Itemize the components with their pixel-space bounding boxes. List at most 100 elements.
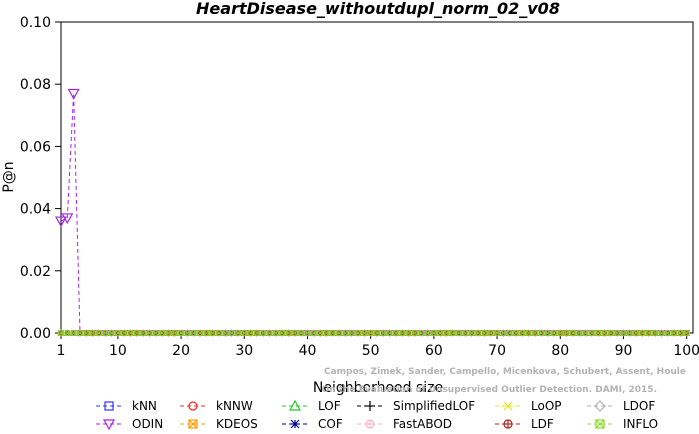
x-tick-label: 90 [615,343,633,359]
data-point [620,330,627,336]
data-point [633,330,639,336]
y-tick-label: 0.04 [20,202,51,218]
data-point [348,330,355,336]
x-tick-label: 10 [109,343,127,359]
data-point [203,330,210,336]
data-point [563,330,570,336]
data-point [298,330,304,336]
data-point [197,330,203,336]
series-layer [54,88,691,337]
data-point [525,330,532,336]
data-point [285,330,292,336]
data-point [386,330,393,336]
data-point [108,330,115,336]
data-point [551,330,557,336]
data-point [608,330,614,336]
y-axis: 0.00 0.02 0.04 0.06 0.08 0.10 [20,15,61,342]
legend-marker [290,419,300,429]
legend-item-loop: LoOP [495,399,562,413]
legend-item-cof: COF [282,417,343,431]
data-point [209,330,216,336]
legend-marker [365,401,375,411]
x-axis: 1 10 20 30 40 50 60 70 80 90 100 [57,333,699,359]
data-point [134,330,140,336]
legend-marker [288,399,302,411]
x-tick-label: 80 [551,343,569,359]
y-axis-label: P@n [1,161,17,192]
data-point [330,330,336,336]
data-point [228,330,235,336]
data-point [677,330,684,336]
data-point [532,330,538,336]
data-point [317,330,323,336]
legend-marker [595,419,605,429]
data-point [61,213,74,225]
legend-label: kNNW [216,399,253,413]
data-point [374,330,380,336]
data-point [266,330,273,336]
data-point [469,330,475,336]
legend-label: SimplifiedLOF [393,399,475,413]
data-point [311,330,317,336]
data-point [235,330,241,336]
plot-frame [60,21,694,334]
legend-label: LOF [318,399,341,413]
legend-item-ldf: LDF [495,417,554,431]
x-tick-label: 60 [425,343,443,359]
legend-label: kNN [132,399,157,413]
legend-item-lof: LOF [282,399,341,413]
data-point [336,330,342,336]
data-point [83,330,90,336]
data-point [418,330,424,336]
y-tick-label: 0.10 [20,15,51,31]
data-point [165,330,172,336]
data-point [671,330,677,336]
data-point [367,330,374,336]
credit-line-2: On the Evaluation of Unsupervised Outlie… [322,385,657,395]
data-point [304,330,311,336]
legend-item-kdeos: KDEOS [180,417,258,431]
data-point [171,330,178,336]
legend-item-knnw: kNNW [180,399,253,413]
data-point [96,330,102,336]
data-point [58,330,64,336]
data-point [462,330,469,336]
legend-item-inflo: INFLO [587,417,658,431]
data-point [664,330,671,336]
data-point [102,330,108,336]
data-point [582,330,589,336]
legend-label: FastABOD [393,417,452,431]
y-tick-label: 0.08 [20,77,51,93]
data-point [658,330,665,336]
data-point [355,330,361,336]
legend-item-ldof: LDOF [587,399,655,413]
legend-label: LDF [531,417,554,431]
data-point [292,330,298,336]
data-point [115,330,121,336]
data-point [437,330,443,336]
legend-label: ODIN [132,417,163,431]
data-point [323,330,330,336]
data-point [89,330,96,336]
data-point [431,330,437,336]
data-point [159,330,165,336]
legend-item-knn: kNN [96,399,157,413]
data-point [222,330,229,336]
data-point [184,330,191,336]
data-point [140,330,146,336]
data-point [146,330,153,336]
y-tick-label: 0.02 [20,264,51,280]
x-tick-label: 40 [299,343,317,359]
data-point [260,330,266,336]
x-tick-label: 50 [362,343,380,359]
credit-line-1: Campos, Zimek, Sander, Campello, Micenko… [324,367,686,377]
data-point [683,330,690,336]
data-point [595,330,601,336]
data-point [519,330,526,336]
series-odin [54,88,691,337]
x-tick-label: 20 [172,343,190,359]
data-point [424,330,431,336]
data-point [254,330,260,336]
data-point [652,330,658,336]
